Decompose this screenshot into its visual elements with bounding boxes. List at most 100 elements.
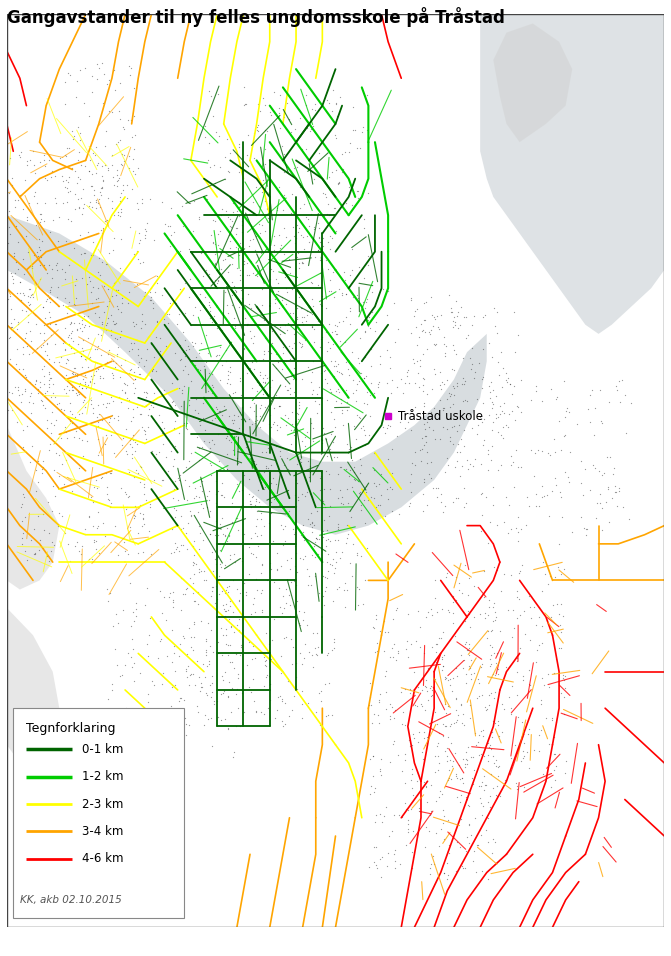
Point [132,546,143,561]
Point [90,291,101,306]
Point [355,141,366,156]
Point [209,257,219,272]
Point [217,584,228,599]
Point [183,341,194,357]
Point [266,336,277,351]
Point [98,397,109,412]
Point [194,209,205,225]
Point [346,510,356,525]
Point [196,676,207,691]
Point [100,529,111,544]
Point [58,195,69,210]
Point [286,436,297,451]
Point [260,156,270,171]
Point [213,572,224,587]
Point [458,652,469,667]
Point [191,489,201,504]
Point [494,367,505,382]
Point [291,414,302,429]
Point [13,316,23,332]
Point [436,786,447,801]
Point [298,517,309,532]
Point [17,531,28,546]
Point [217,511,227,526]
Point [200,573,211,588]
Point [275,87,286,102]
Point [46,544,56,559]
Point [303,195,314,210]
Point [249,413,260,428]
Point [292,594,303,609]
Point [142,648,153,663]
Point [282,673,293,688]
Point [426,710,437,726]
Point [419,422,430,437]
Point [349,465,360,480]
Point [488,831,499,846]
Point [252,118,263,133]
Point [79,392,90,407]
Point [191,556,202,572]
Point [114,329,125,344]
Point [561,403,572,419]
Point [174,636,185,651]
Point [276,606,287,621]
Point [45,370,56,385]
Point [353,190,364,206]
Point [174,243,185,258]
Point [443,602,454,618]
Point [329,560,340,576]
Point [417,378,428,393]
Point [109,207,120,223]
Point [222,264,233,279]
Point [46,279,56,294]
Point [291,498,301,513]
Point [423,324,434,339]
Point [52,289,62,304]
Point [203,616,213,631]
Point [222,371,233,386]
Point [254,216,264,231]
Point [372,498,383,513]
Point [475,457,486,472]
Point [374,375,384,390]
Point [75,227,86,242]
Point [384,708,395,724]
Point [476,507,487,522]
Point [391,428,402,444]
Point [47,376,58,391]
Point [249,650,260,665]
Point [97,168,107,184]
Point [441,569,452,584]
Point [291,669,301,684]
Point [430,826,441,841]
Point [438,728,449,744]
Point [291,311,302,326]
Point [307,519,317,534]
Point [271,203,282,218]
Point [455,771,466,787]
Point [329,323,340,338]
Point [270,360,281,376]
Point [188,557,199,573]
Point [47,261,58,276]
Point [73,144,84,160]
Point [307,319,317,335]
Point [302,618,313,633]
Point [44,366,54,381]
Point [462,756,472,771]
Point [323,509,334,524]
Point [354,410,365,425]
Point [141,740,152,755]
Point [68,296,79,312]
Point [331,318,342,334]
Point [417,442,427,457]
Point [132,201,143,216]
Point [428,362,439,378]
Point [70,163,81,178]
Point [290,416,301,431]
Point [250,267,261,282]
Point [418,383,429,399]
Point [234,140,244,155]
Point [96,187,107,203]
